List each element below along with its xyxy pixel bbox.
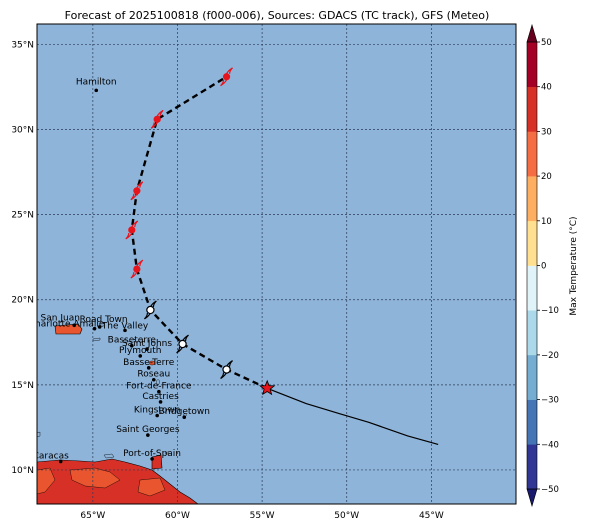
colorbar-segment — [527, 220, 537, 266]
storm-track — [125, 67, 439, 446]
city-label: Roseau — [137, 370, 170, 380]
colorbar: 50 40 30 20 10 0 −10 −20 −30 −40 −50 — [526, 23, 559, 508]
land-south-america-inner — [69, 467, 121, 489]
colorbar-segment — [527, 444, 537, 490]
land-tobago — [164, 451, 170, 455]
city-dot — [145, 347, 149, 351]
city-dot — [138, 354, 143, 358]
colorbar-segment — [527, 176, 537, 222]
land-trinidad — [151, 454, 163, 470]
colorbar-segment — [527, 399, 537, 445]
lat-tick-label: 20°N — [11, 296, 34, 306]
colorbar-tick-label: −50 — [541, 485, 559, 495]
city-label: Castries — [142, 392, 179, 402]
city-dot — [157, 389, 161, 394]
land-south-america-east — [137, 477, 166, 497]
colorbar-tick-label: −40 — [541, 440, 559, 450]
city-dot — [155, 413, 159, 418]
city-label: Hamilton — [76, 77, 117, 87]
land-south-america-north-strip — [37, 467, 56, 495]
colorbar-segment — [527, 310, 537, 356]
city-label: San Juan — [41, 313, 80, 323]
latitude-labels: 10°N 15°N 20°N 25°N 30°N 35°N — [11, 40, 34, 476]
colorbar-min-extend — [526, 488, 538, 508]
city-label: Saint Georges — [116, 425, 180, 435]
colorbar-tick-label: −30 — [541, 396, 559, 406]
land-martinique — [156, 379, 160, 385]
city-dot — [58, 459, 63, 464]
city-label: Bridgetown — [159, 407, 210, 417]
lon-tick-label: 65°W — [80, 511, 105, 521]
ocean-background — [37, 24, 516, 504]
lat-tick-label: 30°N — [11, 126, 34, 136]
map-frame — [36, 23, 517, 505]
lat-tick-label: 25°N — [11, 211, 34, 221]
storm-symbol-icon — [130, 181, 144, 201]
colorbar-tick-label: 40 — [541, 83, 552, 93]
city-dot — [151, 377, 156, 382]
city-label: Plymouth — [119, 346, 161, 356]
land-leeward-edge — [37, 431, 41, 438]
city-dot — [72, 323, 77, 328]
map-gridlines — [37, 24, 516, 504]
past-track-line — [266, 387, 439, 446]
storm-symbol-icon — [143, 300, 157, 320]
city-dot — [158, 400, 163, 404]
colorbar-segment — [527, 42, 537, 87]
city-label: Fort-de-France — [126, 382, 192, 392]
city-dot — [146, 433, 150, 437]
colorbar-tick-label: 50 — [541, 38, 552, 48]
city-label: The Valley — [101, 321, 149, 331]
land-margarita — [103, 453, 115, 459]
colorbar-label: Max Temperature (°C) — [569, 216, 579, 315]
current-position-star-icon — [259, 379, 276, 396]
city-label: Road Town — [80, 315, 128, 325]
city-dot — [146, 366, 151, 370]
lon-tick-label: 45°W — [419, 511, 444, 521]
city-label: Port-of-Spain — [123, 449, 181, 459]
storm-symbol-icon — [220, 360, 234, 379]
longitude-labels: 65°W 60°W 55°W 50°W 45°W — [80, 511, 443, 521]
city-dot — [94, 88, 99, 93]
storm-symbol-icon — [130, 259, 144, 279]
city-dot — [123, 328, 127, 333]
city-label: Caracas — [33, 451, 69, 461]
lat-tick-label: 15°N — [11, 381, 34, 391]
colorbar-tick-label: 30 — [541, 127, 552, 137]
colorbar-tick-label: 0 — [541, 262, 546, 272]
colorbar-tick-label: −10 — [541, 306, 559, 316]
city-dot — [92, 326, 97, 331]
land-guadeloupe — [148, 360, 156, 366]
storm-symbol-icon — [176, 334, 189, 354]
lon-tick-label: 55°W — [250, 511, 275, 521]
colorbar-segment — [527, 265, 537, 311]
lon-tick-label: 60°W — [165, 511, 190, 521]
storm-symbol-icon — [220, 67, 234, 87]
colorbar-segment — [527, 131, 537, 177]
city-label: Saint Johns — [122, 339, 172, 349]
colorbar-segment — [527, 354, 537, 400]
lon-tick-label: 50°W — [334, 511, 359, 521]
city-dot — [182, 415, 187, 419]
city-label: Basse-Terre — [123, 358, 175, 368]
colorbar-tick-label: −20 — [541, 351, 559, 361]
colorbar-tick-label: 20 — [541, 172, 552, 182]
lat-tick-label: 35°N — [11, 40, 34, 50]
city-dot — [129, 343, 134, 348]
city-label: Basseterre — [108, 336, 157, 346]
lat-tick-label: 10°N — [11, 466, 34, 476]
city-dot — [97, 325, 102, 329]
colorbar-segment — [527, 86, 537, 132]
city-label: Kingstown — [134, 405, 181, 415]
colorbar-max-extend — [526, 23, 538, 43]
storm-symbol-icon — [125, 220, 139, 240]
city-dot — [150, 457, 154, 461]
map-title: Forecast of 2025100818 (f000-006), Sourc… — [65, 9, 490, 22]
colorbar-tick-label: 10 — [541, 217, 552, 227]
city-label: Charlotte Amalie — [29, 320, 105, 330]
